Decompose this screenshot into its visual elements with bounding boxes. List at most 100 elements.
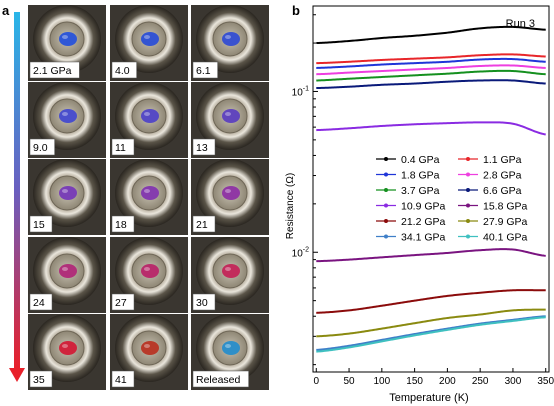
x-axis-ticks: 0 50 100 150 200 250 300 350 <box>313 368 554 387</box>
sample-crystal <box>59 109 77 123</box>
legend-marker <box>384 188 388 192</box>
legend-entry: 2.8 GPa <box>458 170 522 182</box>
legend-marker <box>466 234 470 239</box>
panel-a-label: a <box>2 3 10 18</box>
crystal-highlight <box>225 189 231 193</box>
tile-label-box <box>29 370 53 388</box>
tile-pressure-label: 18 <box>115 219 127 231</box>
photo-tile: 9.0 <box>28 82 106 158</box>
tile-label-box <box>192 61 218 79</box>
legend-marker <box>466 219 470 223</box>
sample-crystal <box>59 341 77 355</box>
series-line <box>316 64 546 76</box>
crystal-highlight <box>62 112 68 116</box>
legend-marker <box>384 157 388 161</box>
x-tick-label: 250 <box>472 376 489 387</box>
tile-pressure-label: 2.1 GPa <box>33 65 72 77</box>
photo-tile: 35 <box>28 314 106 390</box>
tile-pressure-label: 35 <box>33 374 45 386</box>
crystal-highlight <box>62 189 68 193</box>
photo-tile: 11 <box>110 82 188 158</box>
sample-crystal <box>141 341 159 355</box>
tile-label-box <box>29 61 80 79</box>
crystal-highlight <box>62 267 68 271</box>
crystal-highlight <box>62 344 68 348</box>
legend-label: 34.1 GPa <box>401 232 446 244</box>
tile-label-box <box>192 370 249 388</box>
photo-tile: 2.1 GPa <box>28 5 106 81</box>
series-line <box>316 53 546 65</box>
legend-label: 1.1 GPa <box>483 154 522 166</box>
x-axis-label: Temperature (K) <box>389 392 468 404</box>
crystal-highlight <box>144 189 150 193</box>
legend-marker <box>384 172 388 177</box>
legend-marker <box>466 203 470 208</box>
legend-label: 0.4 GPa <box>401 154 440 166</box>
legend-entry: 3.7 GPa <box>376 185 440 197</box>
pressure-arrow-head <box>9 368 25 382</box>
series-line <box>316 25 546 45</box>
crystal-highlight <box>144 344 150 348</box>
tile-pressure-label: 13 <box>196 142 208 154</box>
legend-label: 2.8 GPa <box>483 170 522 182</box>
sample-crystal <box>141 186 159 200</box>
sample-crystal <box>141 109 159 123</box>
y-axis-ticks: 10-1 10-2 <box>292 14 318 366</box>
tile-label-box <box>29 215 53 233</box>
tile-pressure-label: Released <box>196 374 241 386</box>
series-line <box>316 57 546 69</box>
x-tick-label: 150 <box>406 376 423 387</box>
tile-pressure-label: 21 <box>196 219 208 231</box>
sample-crystal <box>222 109 240 123</box>
tile-pressure-label: 11 <box>115 142 126 154</box>
panel-b-label: b <box>292 3 300 18</box>
photo-tile: 24 <box>28 237 106 313</box>
legend-entry: 34.1 GPa <box>376 232 446 244</box>
legend-marker <box>466 172 470 177</box>
tile-label-box <box>192 215 216 233</box>
legend-entry: 0.4 GPa <box>376 154 440 166</box>
legend-entry: 15.8 GPa <box>458 201 528 213</box>
legend-marker <box>384 219 388 223</box>
sample-crystal <box>141 264 159 278</box>
run-annotation: Run 3 <box>506 18 535 30</box>
photo-tile: 27 <box>110 237 188 313</box>
series-line <box>316 315 546 351</box>
sample-crystal <box>222 186 240 200</box>
x-tick-label: 200 <box>439 376 456 387</box>
photo-tile: 4.0 <box>110 5 188 81</box>
legend-label: 27.9 GPa <box>483 216 528 228</box>
legend: 0.4 GPa 1.1 GPa 1.8 GPa 2.8 GPa 3.7 GPa 6.6 G… <box>376 154 528 244</box>
x-tick-label: 300 <box>505 376 522 387</box>
panel-b-chart: b 0 50 100 150 200 250 300 350 10-1 10-2 Run 3 T… <box>285 3 554 404</box>
legend-label: 40.1 GPa <box>483 232 528 244</box>
tile-label-box <box>192 293 216 311</box>
photo-tile: 15 <box>28 159 106 235</box>
crystal-highlight <box>225 344 231 348</box>
crystal-highlight <box>225 112 231 116</box>
legend-entry: 21.2 GPa <box>376 216 446 228</box>
sample-crystal <box>59 186 77 200</box>
y-axis-label: Resistance (Ω) <box>285 173 296 239</box>
series-line <box>316 121 546 136</box>
x-tick-label: 100 <box>373 376 390 387</box>
legend-entry: 1.1 GPa <box>458 154 522 166</box>
tile-label-box <box>29 138 55 156</box>
tile-label-box <box>192 138 216 156</box>
tile-label-box <box>111 293 135 311</box>
legend-entry: 1.8 GPa <box>376 170 440 182</box>
crystal-highlight <box>144 112 150 116</box>
series-layer <box>316 25 546 353</box>
x-tick-label: 50 <box>343 376 355 387</box>
tile-label-box <box>111 138 135 156</box>
panel-a-photo-grid: a 2.1 GPa 4.0 6.1 9.0 11 13 15 18 21 24 27 30 35 41 Re… <box>2 3 269 390</box>
x-tick-label: 0 <box>313 376 319 387</box>
legend-marker <box>466 188 470 192</box>
legend-label: 15.8 GPa <box>483 201 528 213</box>
tile-pressure-label: 9.0 <box>33 142 48 154</box>
x-tick-label: 350 <box>537 376 554 387</box>
legend-entry: 40.1 GPa <box>458 232 528 244</box>
tile-pressure-label: 24 <box>33 297 45 309</box>
series-line <box>316 316 546 353</box>
sample-crystal <box>59 264 77 278</box>
